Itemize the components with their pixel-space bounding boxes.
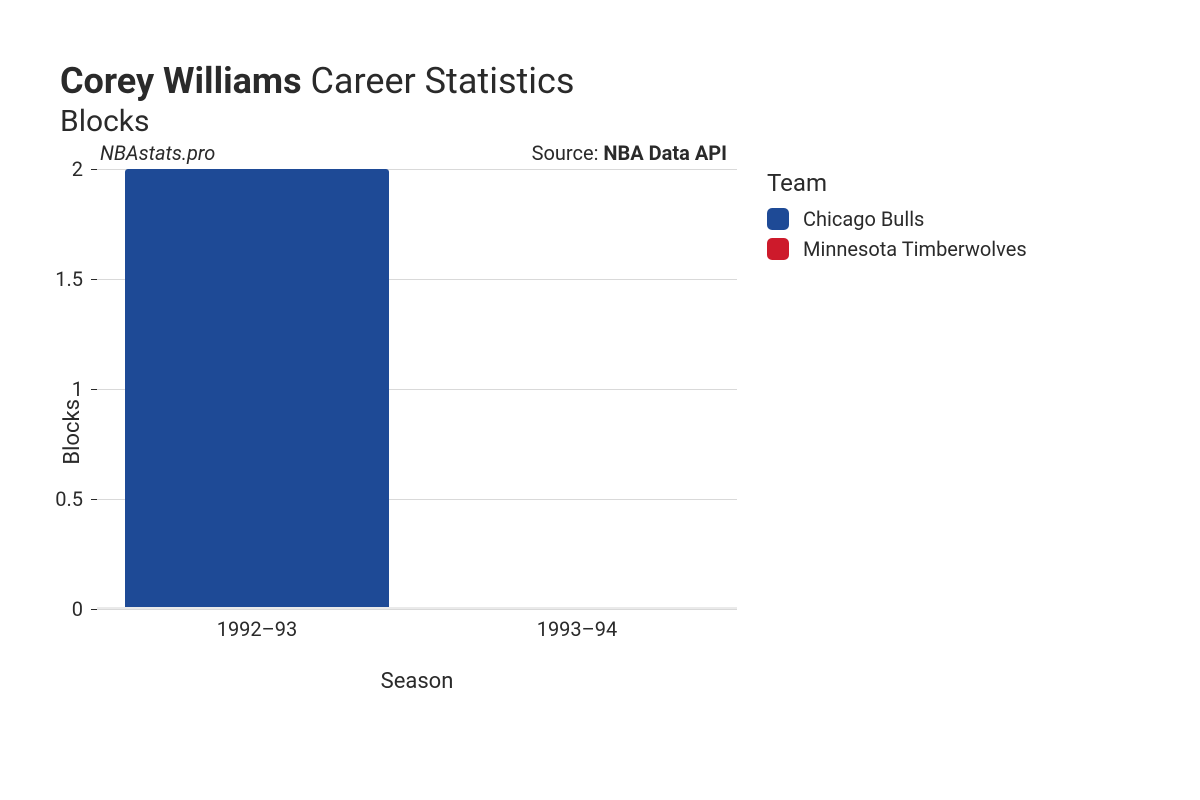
chart-subtitle: Blocks: [60, 104, 1160, 139]
bar-slot: [417, 169, 737, 609]
legend-item: Minnesota Timberwolves: [767, 237, 1027, 261]
ytick-label: 0: [72, 597, 97, 621]
source-prefix: Source:: [532, 141, 604, 165]
bar: [125, 169, 389, 609]
brand-label: NBAstats.pro: [100, 141, 215, 165]
legend-item: Chicago Bulls: [767, 207, 1027, 231]
gridline: [97, 609, 737, 610]
bars: [97, 169, 737, 609]
bar-slot: [97, 169, 417, 609]
chart-top-labels: NBAstats.pro Source: NBA Data API: [60, 141, 737, 165]
ytick-label: 1: [72, 377, 97, 401]
y-axis-label: Blocks: [60, 399, 85, 465]
legend-label: Minnesota Timberwolves: [803, 237, 1027, 261]
ytick-label: 1.5: [55, 267, 97, 291]
ytick-label: 0.5: [55, 487, 97, 511]
source-label: Source: NBA Data API: [532, 141, 727, 165]
x-axis: 1992–931993–94: [97, 617, 737, 641]
source-name: NBA Data API: [603, 141, 727, 165]
legend-swatch: [767, 208, 789, 230]
chart-container: Corey Williams Career Statistics Blocks …: [0, 0, 1200, 734]
legend: Team Chicago Bulls Minnesota Timberwolves: [767, 169, 1027, 694]
legend-items: Chicago Bulls Minnesota Timberwolves: [767, 207, 1027, 261]
x-axis-label: Season: [97, 669, 737, 694]
title-block: Corey Williams Career Statistics Blocks: [60, 60, 1160, 139]
title-bold: Corey Williams: [60, 60, 302, 102]
ytick-label: 2: [72, 157, 97, 181]
baseline: [97, 607, 737, 609]
chart-area: NBAstats.pro Source: NBA Data API Blocks…: [60, 169, 737, 694]
legend-title: Team: [767, 169, 1027, 197]
chart-row: NBAstats.pro Source: NBA Data API Blocks…: [60, 169, 1160, 694]
chart-title: Corey Williams Career Statistics: [60, 60, 1160, 102]
plot-wrap: Blocks 00.511.52 1992–931993–94 Season: [60, 169, 737, 694]
xtick-label: 1992–93: [97, 617, 417, 641]
legend-swatch: [767, 238, 789, 260]
title-rest: Career Statistics: [302, 60, 575, 102]
xtick-label: 1993–94: [417, 617, 737, 641]
legend-label: Chicago Bulls: [803, 207, 924, 231]
plot-area: 00.511.52: [97, 169, 737, 609]
